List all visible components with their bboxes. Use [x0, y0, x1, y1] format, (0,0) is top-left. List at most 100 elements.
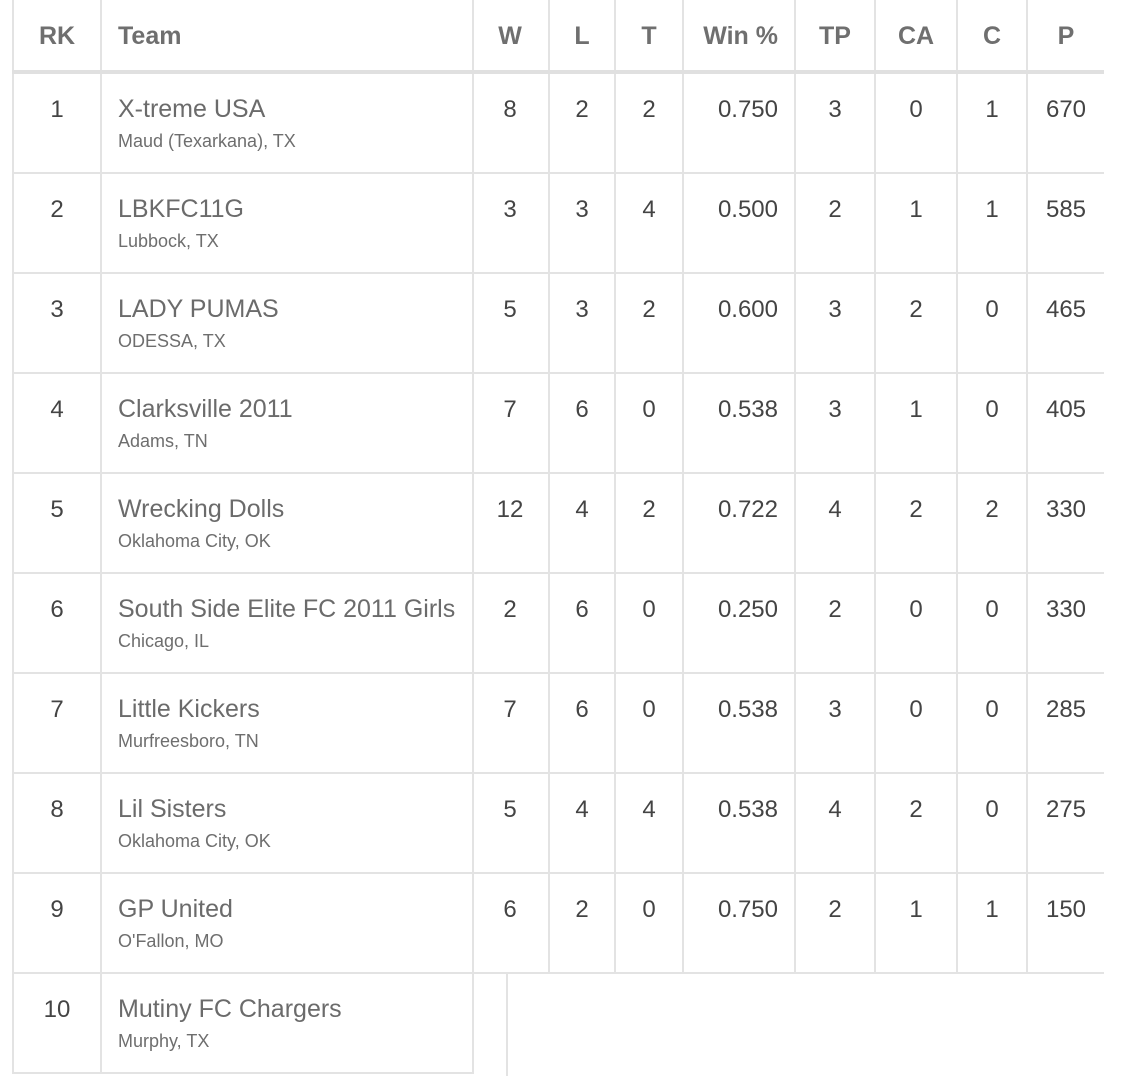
ties-cell: 0 [642, 396, 656, 423]
header-points: P [1057, 22, 1075, 50]
team-name-link[interactable]: Mutiny FC Chargers [118, 995, 342, 1023]
wins-cell: 12 [496, 496, 524, 523]
win-pct-cell: 0.538 [717, 396, 778, 423]
wins-cell: 2 [503, 596, 517, 623]
team-location: Chicago, IL [118, 631, 210, 651]
tp-cell: 4 [828, 796, 842, 823]
team-name-link[interactable]: Lil Sisters [118, 795, 227, 823]
column-divider [1026, 0, 1028, 974]
rank-cell: 3 [50, 296, 64, 323]
losses-cell: 4 [575, 496, 589, 523]
row-divider [12, 372, 1104, 374]
header-win-pct: Win % [703, 22, 778, 50]
header-wins: W [498, 22, 522, 50]
ties-cell: 0 [642, 896, 656, 923]
team-name-link[interactable]: X-treme USA [118, 95, 266, 123]
column-divider [614, 0, 616, 974]
team-name-link[interactable]: Wrecking Dolls [118, 495, 285, 523]
team-name-link[interactable]: Clarksville 2011 [118, 395, 293, 423]
rank-cell: 7 [50, 696, 64, 723]
column-divider [874, 0, 876, 974]
column-divider [100, 0, 102, 1074]
ties-cell: 2 [642, 96, 656, 123]
header-ties: T [641, 22, 657, 50]
column-divider [794, 0, 796, 974]
ca-cell: 1 [909, 396, 923, 423]
c-cell: 0 [985, 696, 999, 723]
team-name-link[interactable]: South Side Elite FC 2011 Girls [118, 595, 456, 623]
tp-cell: 3 [828, 96, 842, 123]
team-name-link[interactable]: GP United [118, 895, 233, 923]
header-losses: L [574, 22, 590, 50]
points-cell: 330 [1045, 596, 1087, 623]
header-ca: CA [897, 22, 935, 50]
ca-cell: 2 [909, 296, 923, 323]
team-name-link[interactable]: LBKFC11G [118, 195, 244, 223]
team-location: Maud (Texarkana), TX [118, 131, 296, 151]
losses-cell: 6 [575, 596, 589, 623]
team-location: O'Fallon, MO [118, 931, 224, 951]
tp-cell: 4 [828, 496, 842, 523]
header-team: Team [118, 22, 182, 50]
losses-cell: 3 [575, 296, 589, 323]
ties-cell: 4 [642, 796, 656, 823]
row-divider [12, 672, 1104, 674]
win-pct-cell: 0.250 [717, 596, 778, 623]
rank-cell: 6 [50, 596, 64, 623]
header-c: C [982, 22, 1002, 50]
losses-cell: 4 [575, 796, 589, 823]
c-cell: 1 [985, 96, 999, 123]
ca-cell: 2 [909, 796, 923, 823]
team-location: Murphy, TX [118, 1031, 210, 1051]
tp-cell: 2 [828, 596, 842, 623]
ties-cell: 2 [642, 496, 656, 523]
header-divider [12, 70, 1104, 74]
rank-cell: 4 [50, 396, 64, 423]
win-pct-cell: 0.600 [717, 296, 778, 323]
c-cell: 2 [985, 496, 999, 523]
ca-cell: 0 [909, 696, 923, 723]
row-divider [12, 572, 1104, 574]
losses-cell: 2 [575, 896, 589, 923]
column-divider [956, 0, 958, 974]
wins-cell: 6 [503, 896, 517, 923]
ca-cell: 1 [909, 196, 923, 223]
team-location: Murfreesboro, TN [118, 731, 259, 751]
c-cell: 1 [985, 196, 999, 223]
ca-cell: 0 [909, 596, 923, 623]
header-tp: TP [819, 22, 851, 50]
ca-cell: 0 [909, 96, 923, 123]
c-cell: 0 [985, 296, 999, 323]
team-name-link[interactable]: Little Kickers [118, 695, 260, 723]
team-name-link[interactable]: LADY PUMAS [118, 295, 279, 323]
team-location: Oklahoma City, OK [118, 531, 271, 551]
wins-cell: 8 [503, 96, 517, 123]
ties-cell: 4 [642, 196, 656, 223]
points-cell: 330 [1045, 496, 1087, 523]
wins-cell: 3 [503, 196, 517, 223]
wins-cell: 5 [503, 296, 517, 323]
rank-cell: 5 [50, 496, 64, 523]
win-pct-cell: 0.750 [717, 96, 778, 123]
losses-cell: 3 [575, 196, 589, 223]
losses-cell: 6 [575, 396, 589, 423]
win-pct-cell: 0.722 [717, 496, 778, 523]
c-cell: 0 [985, 596, 999, 623]
row-divider [12, 772, 1104, 774]
column-divider [506, 974, 508, 1076]
ca-cell: 1 [909, 896, 923, 923]
points-cell: 275 [1045, 796, 1087, 823]
row-divider [12, 1072, 474, 1074]
team-location: ODESSA, TX [118, 331, 226, 351]
ties-cell: 0 [642, 596, 656, 623]
rank-cell: 1 [50, 96, 64, 123]
column-divider [682, 0, 684, 974]
header-rank: RK [38, 22, 76, 50]
row-divider [12, 972, 1104, 974]
win-pct-cell: 0.538 [717, 696, 778, 723]
row-divider [12, 472, 1104, 474]
ca-cell: 2 [909, 496, 923, 523]
tp-cell: 3 [828, 696, 842, 723]
column-divider [472, 0, 474, 1074]
